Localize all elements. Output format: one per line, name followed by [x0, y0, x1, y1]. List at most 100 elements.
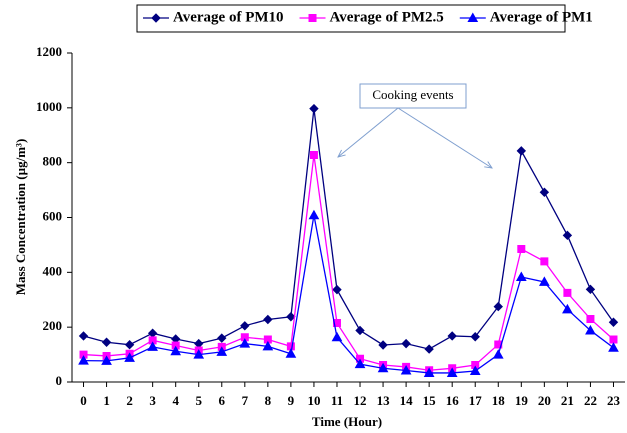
- x-axis-label: Time (Hour): [312, 414, 382, 429]
- x-tick-label: 19: [515, 393, 529, 408]
- legend-box: [136, 4, 566, 33]
- annotation: Cooking events: [372, 87, 453, 102]
- marker: [286, 312, 296, 322]
- marker: [516, 146, 527, 156]
- series-line: [83, 215, 614, 374]
- marker: [147, 328, 158, 338]
- marker: [170, 345, 182, 356]
- x-tick-label: 17: [469, 393, 483, 408]
- marker: [378, 340, 388, 350]
- marker: [609, 335, 618, 344]
- marker: [563, 288, 572, 297]
- x-tick-label: 20: [538, 393, 551, 408]
- x-tick-label: 6: [219, 393, 226, 408]
- x-tick-label: 13: [377, 393, 391, 408]
- x-tick-label: 0: [80, 393, 87, 408]
- x-tick-label: 5: [195, 393, 202, 408]
- annotation-arrow: [338, 107, 399, 157]
- legend-label: Average of PM10: [173, 9, 284, 25]
- marker: [608, 342, 619, 352]
- x-tick-label: 21: [561, 393, 574, 408]
- x-tick-label: 4: [172, 393, 179, 408]
- legend-label: Average of PM1: [490, 9, 593, 25]
- marker: [467, 12, 479, 22]
- marker: [401, 338, 411, 349]
- marker: [377, 362, 389, 373]
- marker: [171, 341, 180, 350]
- marker: [148, 336, 157, 345]
- x-tick-label: 2: [126, 393, 133, 408]
- marker: [217, 333, 227, 343]
- x-tick-label: 22: [584, 393, 597, 408]
- x-tick-label: 7: [242, 393, 249, 408]
- marker: [240, 321, 250, 331]
- annotation-box: [359, 83, 467, 109]
- y-tick-label: 600: [43, 208, 63, 223]
- y-tick-label: 800: [43, 154, 63, 169]
- marker: [285, 348, 297, 358]
- marker: [124, 352, 135, 362]
- marker: [608, 317, 619, 327]
- marker: [492, 349, 504, 359]
- marker: [78, 331, 89, 341]
- annotation-arrow: [397, 107, 492, 168]
- x-tick-label: 3: [149, 393, 156, 408]
- y-tick-label: 1200: [36, 44, 62, 59]
- y-tick-label: 400: [43, 263, 63, 278]
- x-tick-label: 9: [288, 393, 295, 408]
- marker: [585, 284, 596, 295]
- marker: [239, 338, 251, 348]
- marker: [194, 338, 204, 349]
- x-tick-label: 14: [400, 393, 414, 408]
- marker: [332, 284, 342, 295]
- marker: [562, 303, 573, 314]
- marker: [79, 350, 88, 359]
- marker: [470, 332, 480, 342]
- marker: [308, 209, 320, 220]
- marker: [147, 341, 159, 351]
- y-tick-label: 1000: [36, 99, 62, 114]
- x-tick-label: 11: [331, 393, 343, 408]
- marker: [446, 367, 458, 377]
- marker: [355, 325, 365, 336]
- y-tick-label: 200: [43, 318, 63, 333]
- marker: [240, 333, 249, 342]
- marker: [354, 358, 366, 369]
- marker: [517, 245, 526, 254]
- x-tick-label: 1: [103, 393, 110, 408]
- y-tick-label: 0: [56, 373, 63, 388]
- x-tick-label: 15: [423, 393, 437, 408]
- marker: [539, 187, 550, 197]
- x-tick-label: 16: [446, 393, 460, 408]
- marker: [424, 344, 434, 354]
- marker: [515, 271, 527, 281]
- marker: [540, 257, 549, 266]
- marker: [124, 340, 135, 350]
- marker: [78, 355, 89, 365]
- marker: [263, 314, 273, 325]
- marker: [308, 14, 317, 22]
- marker: [469, 365, 481, 376]
- marker: [423, 367, 435, 377]
- legend: Average of PM10 Average of PM2.5 Average o…: [143, 9, 593, 25]
- marker: [309, 150, 318, 159]
- x-tick-label: 8: [265, 393, 272, 408]
- marker: [538, 276, 550, 286]
- marker: [331, 331, 343, 342]
- marker: [493, 301, 503, 312]
- marker: [447, 331, 457, 341]
- y-axis-label: Mass Concentration (µg/m³): [13, 139, 28, 296]
- x-tick-label: 23: [607, 393, 621, 408]
- marker: [586, 314, 595, 323]
- marker: [262, 340, 274, 351]
- x-tick-label: 12: [354, 393, 367, 408]
- marker: [562, 230, 573, 241]
- marker: [585, 324, 596, 335]
- series-line: [83, 154, 614, 371]
- marker: [263, 335, 272, 344]
- marker: [216, 346, 228, 356]
- marker: [151, 13, 161, 23]
- x-tick-label: 18: [492, 393, 506, 408]
- legend-label: Average of PM2.5: [330, 9, 444, 25]
